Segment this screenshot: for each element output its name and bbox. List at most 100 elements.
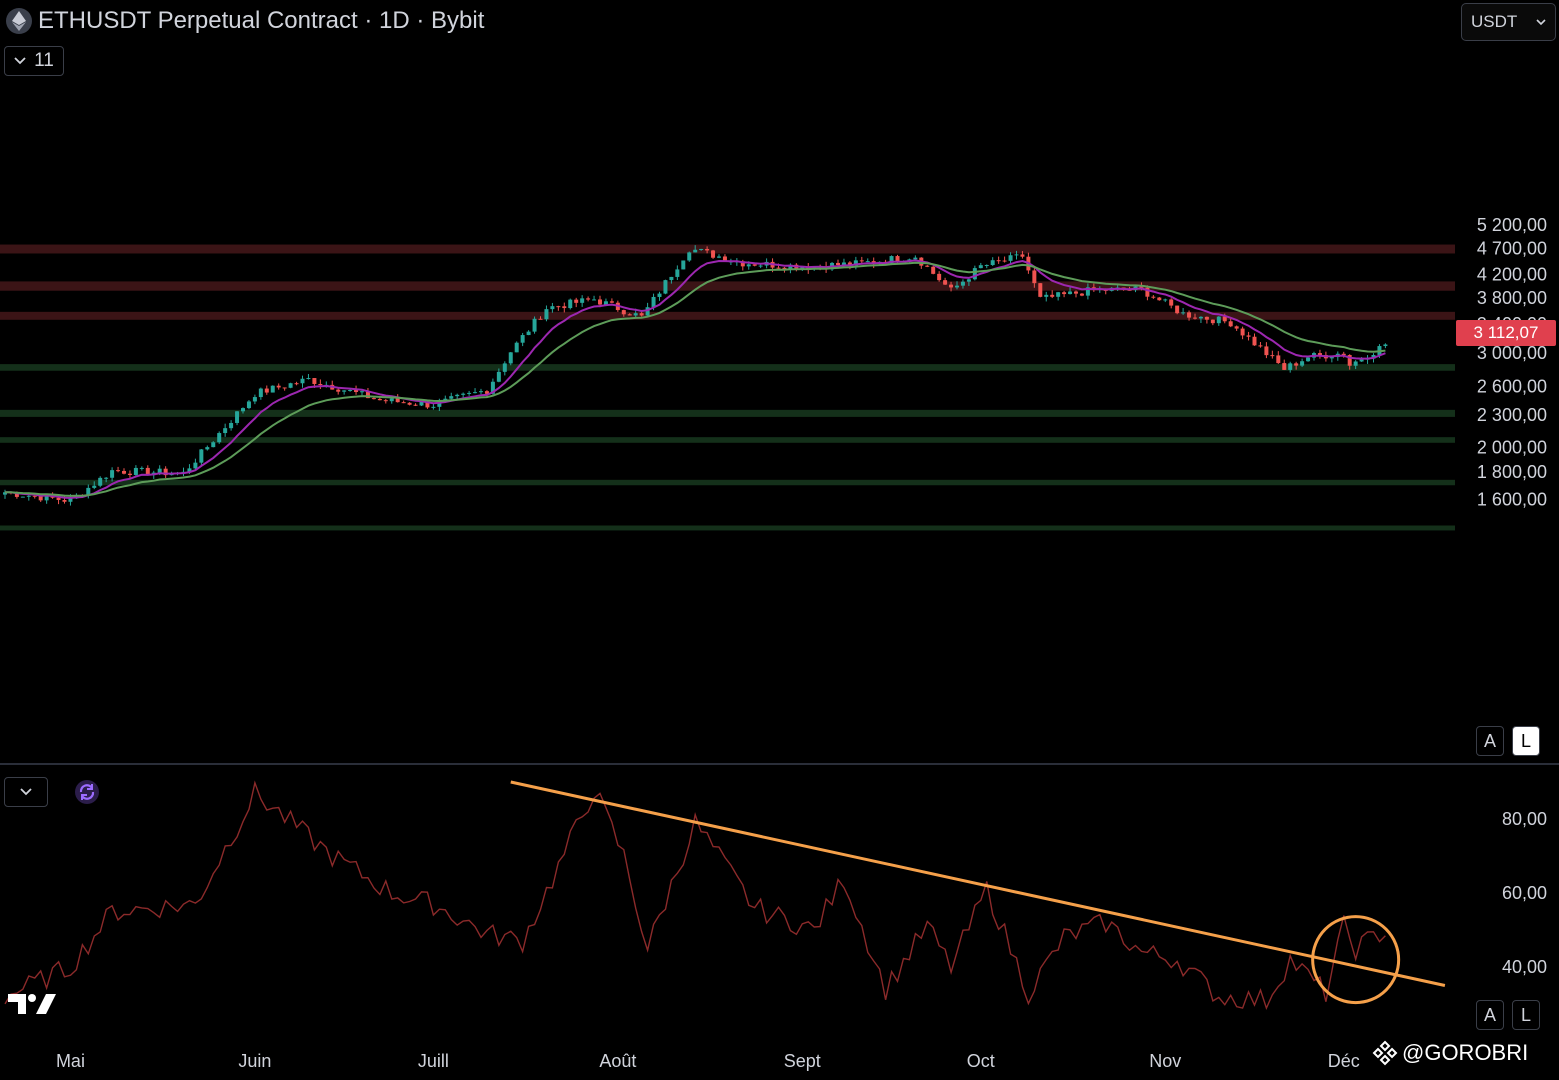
candle-body <box>1270 355 1275 357</box>
rsi-log-scale-button[interactable]: L <box>1512 1000 1540 1030</box>
candle-body <box>746 264 751 267</box>
candle-body <box>56 497 61 500</box>
candle-body <box>1062 292 1067 295</box>
candle-body <box>1151 296 1156 298</box>
log-scale-button[interactable]: L <box>1512 726 1540 756</box>
candle-body <box>187 468 192 472</box>
candle-body <box>1294 363 1299 366</box>
candle-body <box>871 261 876 264</box>
candle-body <box>937 273 942 281</box>
candle-body <box>544 309 549 320</box>
candle-body <box>312 378 317 384</box>
candle-body <box>675 269 680 277</box>
price-tick-label: 3 800,00 <box>1477 288 1547 308</box>
candle-body <box>1210 319 1215 324</box>
auto-scale-button[interactable]: A <box>1476 726 1504 756</box>
candle-body <box>377 398 382 401</box>
candle-body <box>425 401 430 408</box>
time-axis-label: Déc <box>1328 1051 1360 1071</box>
time-axis-label: Juill <box>418 1051 449 1071</box>
candle-body <box>496 371 501 382</box>
rsi-auto-scale-button[interactable]: A <box>1476 1000 1504 1030</box>
candle-body <box>26 495 31 497</box>
ethereum-logo-icon <box>6 8 32 34</box>
price-axis: 5 200,004 700,004 200,003 800,003 400,00… <box>1477 215 1547 509</box>
candle-body <box>1258 345 1263 347</box>
candle-body <box>3 492 7 495</box>
candle-body <box>300 378 305 384</box>
candle-body <box>473 392 478 394</box>
candle-body <box>62 499 67 502</box>
candle-body <box>669 276 674 281</box>
candle-body <box>145 467 150 476</box>
candle-body <box>955 285 959 288</box>
candle-body <box>996 260 1001 262</box>
currency-select[interactable]: USDT <box>1461 3 1556 41</box>
candle-body <box>1222 316 1227 322</box>
candle-body <box>788 264 793 270</box>
candle-body <box>241 408 245 412</box>
candle-body <box>990 260 995 266</box>
candle-body <box>205 447 210 450</box>
candle-body <box>306 378 311 380</box>
candle-body <box>163 468 168 476</box>
candle-body <box>1163 299 1168 301</box>
candle-body <box>354 389 359 392</box>
candle-body <box>621 310 626 315</box>
candle-body <box>14 492 19 497</box>
time-axis-label: Août <box>599 1051 636 1071</box>
candle-body <box>360 391 364 393</box>
candle-body <box>413 404 418 406</box>
candle-body <box>603 301 608 305</box>
candle-body <box>836 262 840 266</box>
candle-body <box>847 262 852 266</box>
candle-body <box>1074 291 1078 294</box>
candle-body <box>1359 359 1364 362</box>
symbol-title[interactable]: ETHUSDT Perpetual Contract · 1D · Bybit <box>6 6 484 36</box>
candle-body <box>633 313 638 316</box>
candle-body <box>431 406 436 408</box>
rsi-collapse-button[interactable] <box>4 777 48 807</box>
candle-body <box>865 261 870 263</box>
candle-body <box>288 383 293 388</box>
candle-body <box>520 335 525 343</box>
candle-body <box>395 398 400 403</box>
time-axis-label: Sept <box>784 1051 821 1071</box>
candle-body <box>949 284 954 288</box>
indicators-toggle-button[interactable]: 11 <box>4 46 64 76</box>
candle-body <box>782 267 787 270</box>
resistance-zone <box>0 281 1455 291</box>
refresh-icon[interactable] <box>74 779 100 805</box>
candle-body <box>246 401 251 409</box>
candle-body <box>752 264 757 266</box>
candle-body <box>1306 357 1311 362</box>
candle-body <box>157 468 162 473</box>
candle-body <box>1002 260 1007 262</box>
chevron-down-icon <box>20 788 32 796</box>
candle-body <box>252 397 257 402</box>
candle-body <box>598 299 602 305</box>
time-axis-label: Juin <box>238 1051 271 1071</box>
candle-body <box>663 280 668 294</box>
candle-body <box>1175 305 1180 314</box>
candle-body <box>1347 355 1352 366</box>
candle-body <box>484 391 489 394</box>
candle-body <box>98 477 103 486</box>
time-axis-label: Oct <box>967 1051 995 1071</box>
ema-fast-line <box>5 259 1386 499</box>
price-tick-label: 1 600,00 <box>1477 489 1547 509</box>
candle-body <box>1056 292 1061 297</box>
candle-body <box>1383 344 1388 347</box>
candle-body <box>270 385 275 393</box>
candle-body <box>294 383 299 385</box>
candle-body <box>580 298 585 303</box>
candlestick-series <box>3 245 1388 506</box>
candle-body <box>1240 328 1245 336</box>
candle-body <box>1169 299 1174 306</box>
candle-body <box>984 265 989 267</box>
candle-body <box>943 280 948 285</box>
symbol-title-text: ETHUSDT Perpetual Contract · 1D · Bybit <box>38 7 485 34</box>
ema-slow-line <box>5 261 1386 497</box>
currency-label: USDT <box>1471 12 1518 31</box>
